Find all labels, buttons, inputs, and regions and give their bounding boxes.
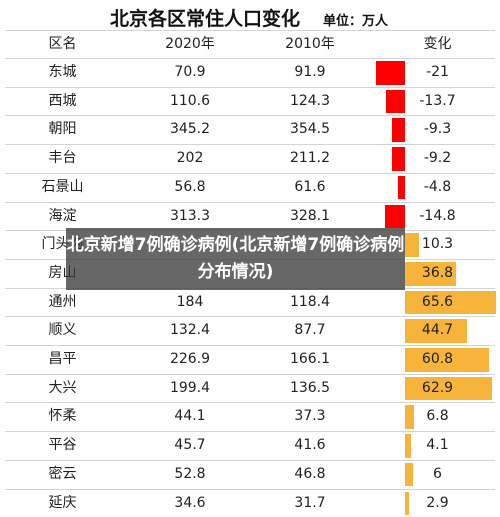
population-value: 31.7 bbox=[294, 494, 326, 511]
district-name: 密云 bbox=[48, 465, 77, 482]
change-bar bbox=[405, 462, 414, 487]
district-name: 延庆 bbox=[48, 494, 77, 511]
change-value: 2.9 bbox=[426, 494, 449, 511]
district-name: 东城 bbox=[48, 64, 77, 80]
unit: 单位：万人 bbox=[323, 14, 389, 29]
district-name: 大兴 bbox=[48, 379, 77, 396]
population-value: 118.4 bbox=[289, 293, 331, 310]
population-value: 56.8 bbox=[174, 178, 206, 195]
district-name: 海淀 bbox=[48, 207, 77, 224]
change-value: 6.8 bbox=[426, 408, 449, 425]
population-value: 52.8 bbox=[174, 465, 206, 482]
row-line bbox=[5, 316, 495, 318]
change-bar bbox=[405, 491, 409, 516]
population-value: 199.4 bbox=[169, 379, 211, 396]
population-value: 211.2 bbox=[289, 150, 331, 167]
change-value: 6 bbox=[433, 465, 442, 482]
row-line bbox=[5, 172, 495, 174]
population-value: 345.2 bbox=[169, 121, 211, 138]
row-line bbox=[5, 30, 495, 31]
population-value: 354.5 bbox=[289, 121, 331, 138]
change-value: 4.1 bbox=[426, 437, 449, 454]
population-value: 70.9 bbox=[174, 64, 206, 80]
population-value: 136.5 bbox=[289, 379, 331, 396]
change-bar bbox=[405, 376, 492, 401]
change-bar bbox=[386, 89, 405, 114]
population-value: 226.9 bbox=[169, 351, 211, 367]
row-line bbox=[5, 373, 495, 375]
district-name: 顺义 bbox=[48, 322, 77, 339]
population-value: 313.3 bbox=[169, 207, 211, 224]
row-line bbox=[5, 431, 495, 433]
row-line bbox=[5, 58, 495, 59]
caption-overlay: 北京新增7例确诊病例(北京新增7例确诊病例分布情况) bbox=[66, 228, 405, 290]
column-header: 2010年 bbox=[285, 36, 335, 52]
column-header: 区名 bbox=[48, 36, 77, 52]
population-value: 46.8 bbox=[294, 465, 326, 482]
change-bar bbox=[398, 175, 405, 200]
change-bar bbox=[405, 233, 420, 257]
row-line bbox=[5, 402, 495, 404]
district-name: 西城 bbox=[48, 92, 77, 109]
change-bar bbox=[405, 434, 411, 458]
population-value: 61.6 bbox=[294, 178, 326, 195]
row-line bbox=[5, 459, 495, 461]
change-bar bbox=[392, 118, 405, 143]
change-bar bbox=[405, 405, 415, 430]
population-value: 184 bbox=[176, 293, 204, 310]
change-value: 10.3 bbox=[421, 236, 454, 253]
row-line bbox=[5, 115, 495, 117]
district-name: 昌平 bbox=[48, 351, 77, 367]
population-value: 110.6 bbox=[169, 92, 211, 109]
change-bar bbox=[392, 147, 405, 171]
change-value: -14.8 bbox=[419, 207, 456, 224]
change-value: -9.3 bbox=[423, 121, 452, 138]
row-line bbox=[5, 488, 495, 490]
population-value: 44.1 bbox=[174, 408, 206, 425]
change-value: -13.7 bbox=[419, 92, 456, 109]
population-value: 34.6 bbox=[174, 494, 206, 511]
population-value: 328.1 bbox=[289, 207, 331, 224]
population-value: 45.7 bbox=[174, 437, 206, 454]
district-name: 石景山 bbox=[41, 178, 84, 195]
column-header: 2020年 bbox=[165, 36, 215, 52]
district-name: 怀柔 bbox=[48, 408, 77, 425]
change-value: -21 bbox=[426, 64, 449, 80]
change-value: -9.2 bbox=[423, 150, 452, 167]
population-value: 132.4 bbox=[169, 322, 211, 339]
row-line bbox=[5, 86, 495, 88]
title: 北京各区常住人口变化 bbox=[110, 8, 301, 30]
change-bar bbox=[405, 348, 489, 372]
population-value: 41.6 bbox=[294, 437, 326, 454]
row-line bbox=[5, 144, 495, 146]
change-bar bbox=[405, 290, 496, 315]
change-value: 44.7 bbox=[421, 322, 454, 339]
change-value: 36.8 bbox=[421, 264, 454, 281]
row-line bbox=[5, 345, 495, 346]
change-bar bbox=[405, 261, 456, 286]
population-value: 87.7 bbox=[294, 322, 326, 339]
population-value: 124.3 bbox=[289, 92, 331, 109]
district-name: 平谷 bbox=[48, 437, 77, 454]
row-line bbox=[5, 201, 495, 203]
change-value: 65.6 bbox=[421, 293, 454, 310]
population-value: 91.9 bbox=[294, 64, 326, 80]
change-value: -4.8 bbox=[423, 178, 452, 195]
district-name: 朝阳 bbox=[48, 121, 77, 138]
district-name: 通州 bbox=[48, 293, 77, 310]
district-name: 丰台 bbox=[48, 150, 77, 167]
population-value: 166.1 bbox=[289, 351, 331, 367]
population-value: 202 bbox=[176, 150, 204, 167]
population-value: 37.3 bbox=[294, 408, 326, 425]
change-value: 62.9 bbox=[421, 379, 454, 396]
change-bar bbox=[405, 319, 467, 343]
change-value: 60.8 bbox=[421, 351, 454, 367]
change-bar bbox=[384, 204, 405, 229]
change-bar bbox=[376, 61, 405, 85]
column-header: 变化 bbox=[423, 36, 452, 52]
